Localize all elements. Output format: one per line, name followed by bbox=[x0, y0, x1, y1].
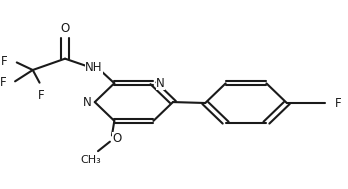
Text: N: N bbox=[156, 77, 165, 90]
Text: O: O bbox=[61, 22, 70, 35]
Text: NH: NH bbox=[85, 61, 103, 74]
Text: CH₃: CH₃ bbox=[81, 155, 102, 165]
Text: F: F bbox=[334, 97, 341, 109]
Text: O: O bbox=[113, 132, 122, 145]
Text: F: F bbox=[1, 55, 8, 68]
Text: F: F bbox=[0, 76, 6, 89]
Text: N: N bbox=[83, 96, 92, 108]
Text: F: F bbox=[38, 89, 45, 102]
